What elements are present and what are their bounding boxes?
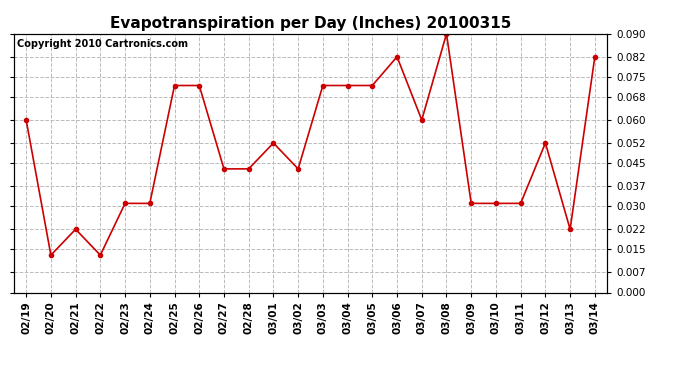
Title: Evapotranspiration per Day (Inches) 20100315: Evapotranspiration per Day (Inches) 2010… (110, 16, 511, 31)
Text: Copyright 2010 Cartronics.com: Copyright 2010 Cartronics.com (17, 39, 188, 49)
